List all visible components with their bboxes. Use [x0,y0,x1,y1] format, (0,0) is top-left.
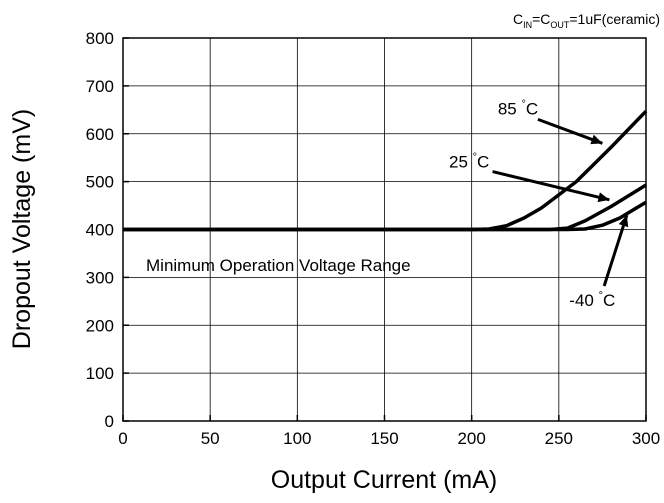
annotation-arrowhead--40 [618,215,629,228]
condition-rest: =1uF(ceramic) [569,11,660,27]
y-tick-label: 600 [86,125,114,144]
y-tick-label: 100 [86,364,114,383]
annotation-arrow--40 [602,214,629,287]
y-tick-label: 0 [105,412,114,431]
y-axis-title: Dropout Voltage (mV) [8,109,36,349]
x-tick-label: 150 [370,429,398,448]
y-tick-label: 700 [86,77,114,96]
annotation-label-25: 25 °C [449,151,489,171]
x-tick-label: 100 [283,429,311,448]
x-tick-label: 0 [118,429,127,448]
x-tick-label: 200 [457,429,485,448]
x-tick-label: 300 [632,429,660,448]
series-annotations: 85 °C 25 °C -40 °C [449,99,629,310]
x-axis-title: Output Current (mA) [271,466,497,494]
condition-out-subscript: OUT [550,20,570,30]
condition-in-subscript: IN [523,20,532,30]
series-lines [123,109,648,232]
annotation-arrow-25 [492,170,610,202]
condition-eq: =C [532,11,550,27]
annotation-label--40: -40 °C [569,290,615,310]
x-tick-label: 50 [201,429,220,448]
y-tick-label: 200 [86,316,114,335]
annotation-label-85: 85 °C [498,99,538,119]
y-tick-label: 500 [86,173,114,192]
y-tick-label: 300 [86,268,114,287]
x-tick-label: 250 [545,429,573,448]
annotation-arrowhead-25 [597,192,610,203]
region-label: Minimum Operation Voltage Range [146,256,411,275]
y-tick-label: 800 [86,29,114,48]
annotation-arrowhead-85 [590,134,603,145]
y-tick-label: 400 [86,221,114,240]
annotation-arrow-85 [537,117,603,145]
condition-label: CIN=COUT=1uF(ceramic) [513,11,660,30]
tick-labels: 0 50 100 150 200 250 300 0 100 200 300 400 500 600 700… [86,29,661,448]
condition-c: C [513,11,523,27]
series-line--40 [123,200,647,232]
